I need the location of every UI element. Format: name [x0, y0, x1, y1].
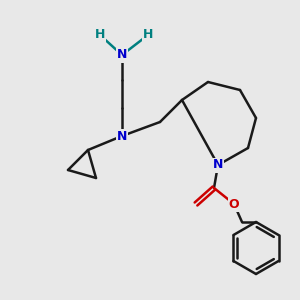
- Text: N: N: [117, 49, 127, 62]
- Text: H: H: [95, 28, 105, 41]
- Text: N: N: [213, 158, 223, 172]
- Text: H: H: [143, 28, 153, 41]
- Text: O: O: [229, 197, 239, 211]
- Text: N: N: [117, 130, 127, 142]
